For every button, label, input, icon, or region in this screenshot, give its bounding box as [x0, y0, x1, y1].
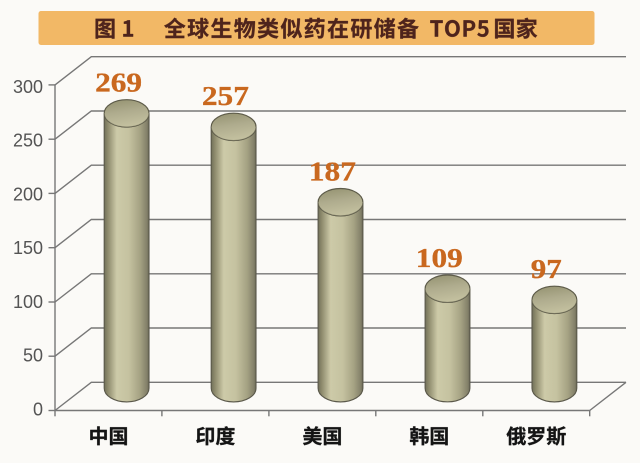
svg-text:50: 50 [23, 346, 43, 366]
svg-text:300: 300 [13, 77, 43, 97]
svg-text:109: 109 [416, 243, 463, 273]
svg-text:250: 250 [13, 131, 43, 151]
svg-text:269: 269 [95, 68, 142, 98]
svg-text:100: 100 [13, 292, 43, 312]
svg-text:0: 0 [33, 400, 43, 420]
svg-text:257: 257 [202, 81, 249, 111]
svg-text:200: 200 [13, 184, 43, 204]
svg-text:187: 187 [309, 157, 356, 187]
svg-text:97: 97 [531, 254, 562, 284]
svg-text:150: 150 [13, 238, 43, 258]
